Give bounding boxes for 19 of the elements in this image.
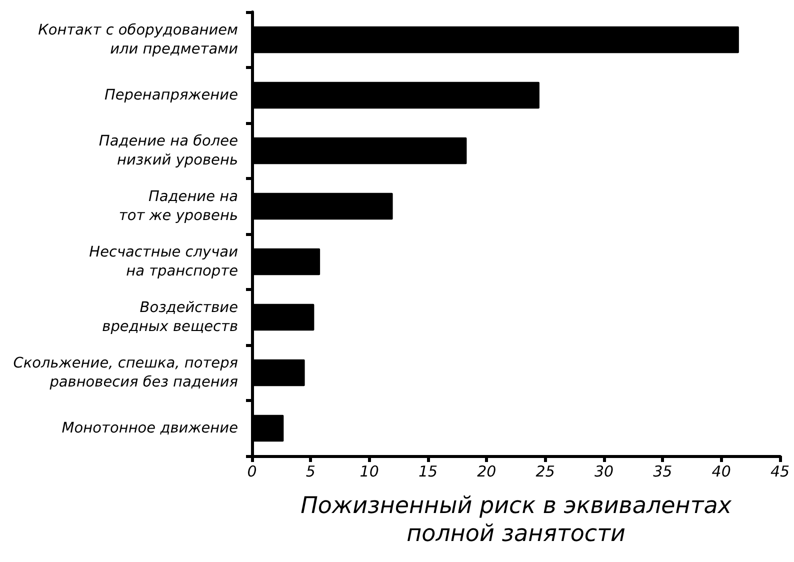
x-tick-label: 40 [712, 462, 731, 480]
x-axis-title: Пожизненный риск в эквивалентах полной занятости [300, 493, 732, 547]
x-tick-label: 15 [418, 462, 438, 480]
x-tick-label: 25 [536, 462, 555, 480]
x-tick-label: 0 [247, 462, 257, 480]
y-tick-label: Скольжение, спешка, потеря равновесия без падения [13, 355, 238, 390]
y-tick-label: Перенапряжение [104, 87, 238, 104]
x-tick-label: 10 [360, 462, 379, 480]
y-tick-label: Падение на тот же уровень [118, 188, 238, 224]
x-tick-label: 45 [770, 462, 790, 480]
x-tick-label: 35 [653, 462, 672, 480]
y-tick-label: Воздействие вредных веществ [102, 300, 238, 335]
y-tick-label: Падение на более низкий уровень [98, 133, 238, 168]
x-tick-label: 5 [306, 462, 316, 480]
y-tick-label: Несчастные случаи на транспорте [89, 244, 238, 280]
y-tick-label: Монотонное движение [62, 420, 238, 436]
x-tick-label: 30 [594, 462, 614, 480]
x-tick-label: 20 [477, 462, 496, 480]
y-tick-label: Контакт с оборудованием или предметами [38, 22, 238, 58]
